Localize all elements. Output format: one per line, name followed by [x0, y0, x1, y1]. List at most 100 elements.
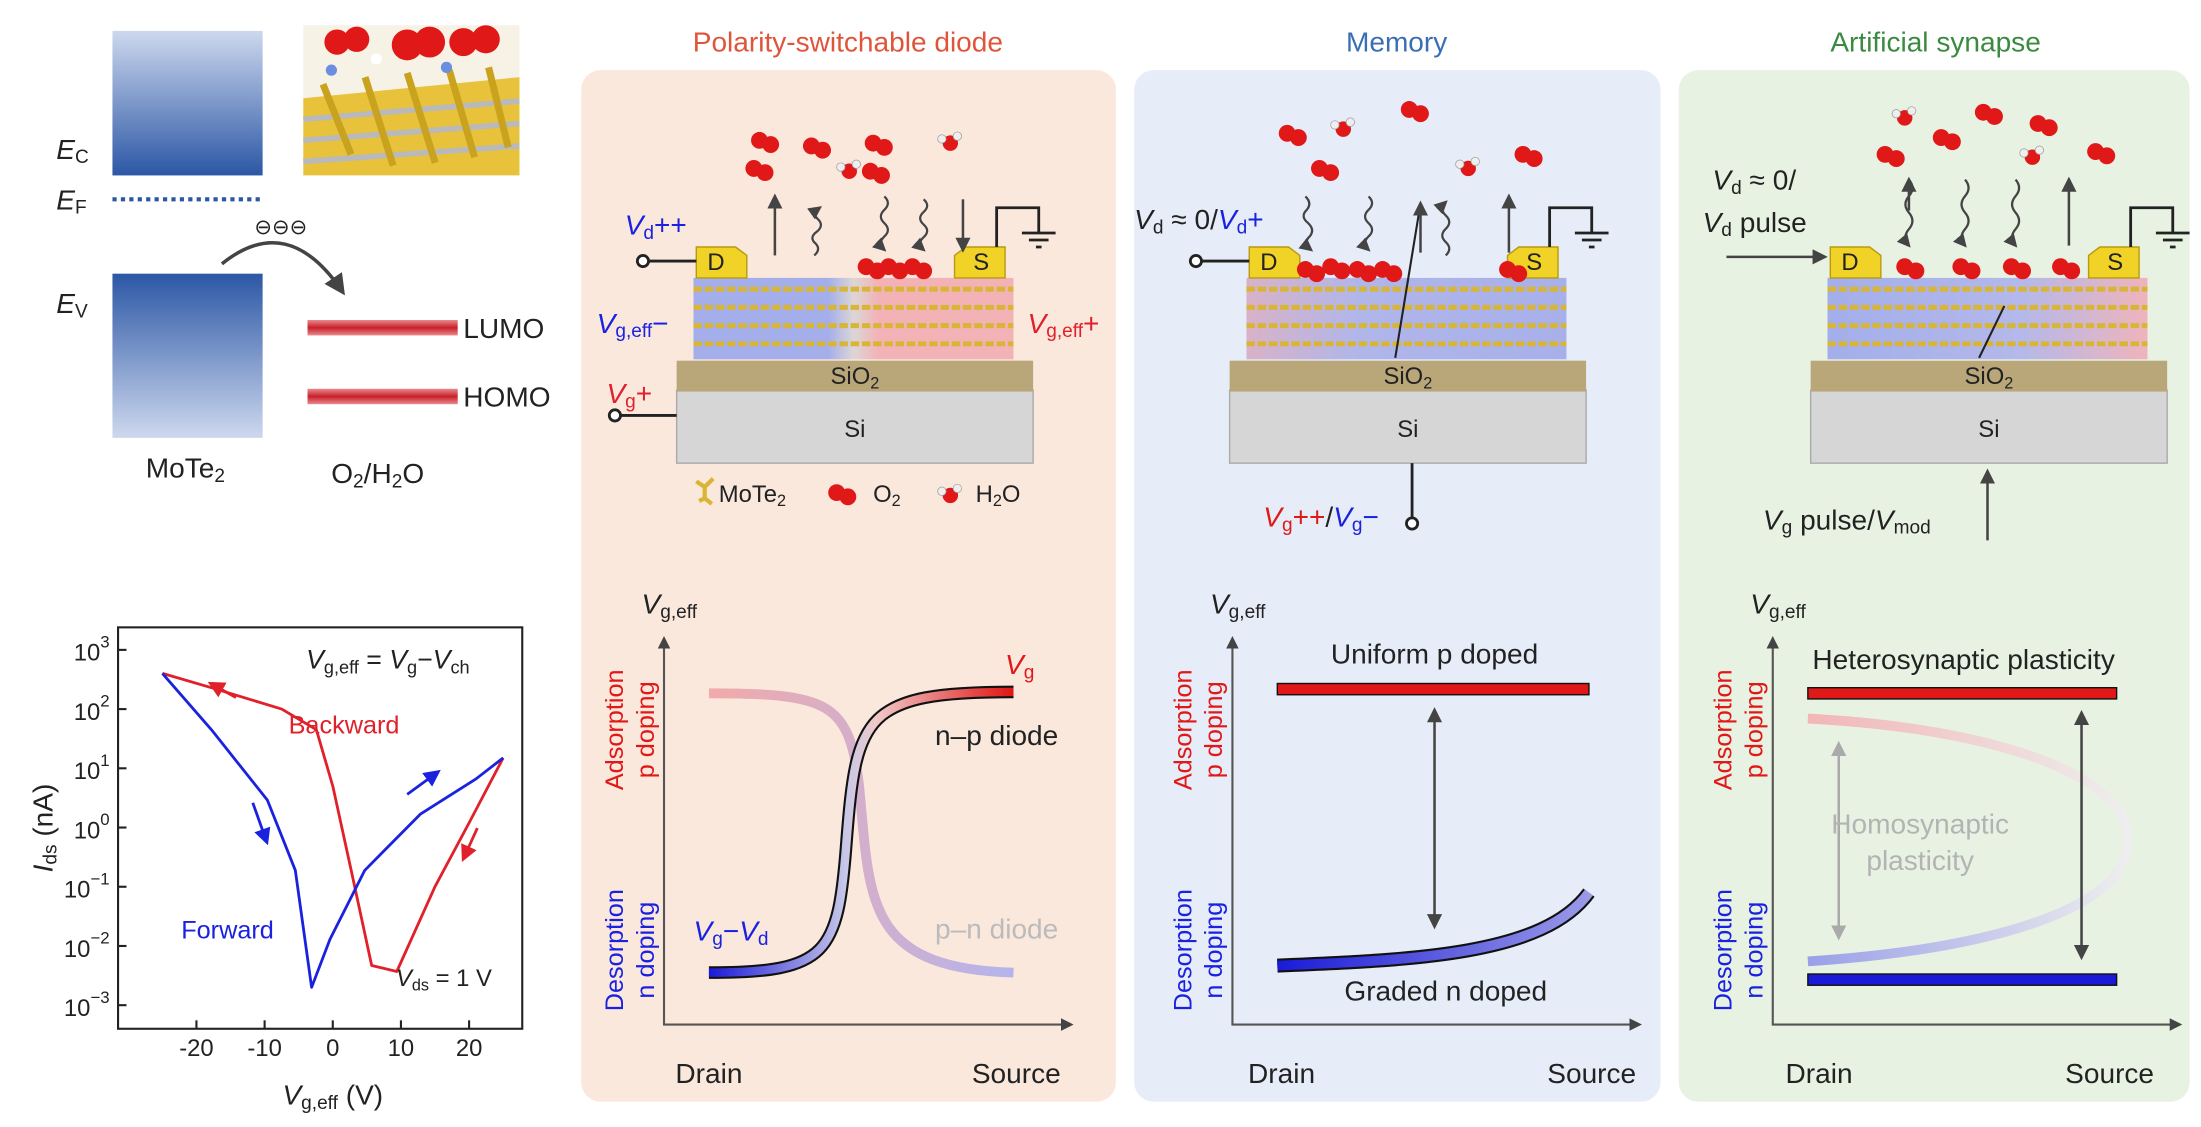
transfer-arrow	[220, 241, 345, 296]
vd-label-part: V	[1703, 206, 1724, 237]
curve-label: p–n diode	[935, 914, 1058, 945]
source-contact-label: S	[1526, 249, 1542, 276]
drain-contact	[695, 246, 748, 279]
equation-part: −	[417, 645, 433, 675]
h2o-molecule	[836, 162, 846, 172]
h2o-molecule	[937, 486, 947, 496]
curve-label-part: −	[723, 915, 739, 946]
vg-label: Vg pulse/Vmod	[1763, 504, 1931, 538]
wavy-arrow	[1356, 195, 1374, 252]
equation-part: g	[407, 658, 417, 678]
equation-part: V	[433, 645, 453, 675]
y-axis-label-part: I	[27, 864, 58, 872]
wavy-arrow	[911, 198, 929, 252]
legend-h2o-part: 2	[993, 492, 1002, 510]
vg-label-part: ++	[1293, 501, 1326, 532]
vd-label-part: d	[1721, 220, 1732, 241]
source-label: Source	[972, 1058, 1061, 1089]
x-axis-label-part: (V)	[338, 1079, 383, 1110]
o2-molecule	[873, 167, 890, 184]
legend-o2-part: O	[873, 481, 892, 508]
equation-part: ch	[450, 658, 469, 678]
adsorption-label: p doping	[632, 681, 660, 778]
y-tick-label: 101	[74, 750, 110, 784]
o2-molecule	[1943, 133, 1961, 151]
o2-molecule	[756, 164, 774, 182]
y-tick-label: 103	[74, 632, 110, 666]
equation-part: =	[359, 645, 389, 675]
vd-label: Vd ≈ 0/Vd+	[1134, 203, 1263, 237]
y-axis-label: Ids (nA)	[27, 784, 61, 873]
o2h2o-label-part: /H	[364, 457, 392, 488]
uniform-bar	[1276, 682, 1590, 696]
vg-label-part: pulse/	[1792, 504, 1875, 535]
source-contact	[2087, 246, 2140, 279]
graph-axes	[657, 636, 1074, 1031]
vd-label-part: pulse	[1732, 206, 1807, 237]
graph-axes	[1766, 636, 2183, 1031]
vd-label: Vd++	[625, 209, 687, 243]
ec-label-part: C	[75, 147, 89, 168]
ec-label: EC	[56, 133, 89, 167]
vg-label: Vg++/Vg−	[1263, 501, 1379, 535]
o2-molecule	[1986, 108, 2003, 125]
sio2-label-part: SiO	[1965, 363, 2005, 390]
desorption-label: Desorption	[601, 889, 629, 1011]
doping-boundary	[1394, 203, 1422, 359]
valence-band	[112, 273, 263, 438]
o2-molecule	[762, 136, 780, 153]
vgeff-plus-label-part: V	[1028, 307, 1049, 338]
y-tick-exponent: 1	[100, 750, 109, 769]
vg-label-part: g	[1782, 517, 1793, 538]
si-label: Si	[844, 416, 865, 443]
vgeff-plus-label-part: +	[1083, 307, 1099, 338]
vg-label-part: V	[1263, 501, 1284, 532]
mote2-label-part: 2	[214, 465, 225, 486]
ground-wire	[995, 206, 1056, 249]
pn-curve	[708, 688, 1014, 978]
sio2-label-part: SiO	[830, 363, 870, 390]
vd-label-part: V	[1218, 203, 1239, 234]
vd-label-part: d	[1153, 217, 1164, 238]
si-label: Si	[1978, 416, 1999, 443]
y-axis-label-part: (nA)	[27, 784, 58, 845]
o2-molecule	[1308, 265, 1326, 283]
mote2-label: MoTe2	[146, 452, 225, 486]
vgeff-minus-label-part: −	[652, 307, 668, 338]
ec-label-part: E	[56, 133, 75, 164]
mote2-label-part: MoTe	[146, 452, 215, 483]
vd-label-part: ++	[654, 209, 687, 240]
x-tick-label: 20	[456, 1035, 483, 1062]
o2h2o-label-part: O	[331, 457, 353, 488]
sio2-layer	[676, 360, 1034, 392]
si-label: Si	[1397, 416, 1418, 443]
ef-label: EF	[56, 184, 86, 218]
sio2-label: SiO2	[1383, 363, 1432, 393]
np-curve	[708, 687, 1014, 977]
ef-label-part: E	[56, 184, 75, 215]
desorption-label: n doping	[632, 902, 660, 999]
y-tick-label: 102	[74, 691, 110, 725]
drain-label: Drain	[1248, 1058, 1315, 1089]
h2o-molecule	[952, 131, 962, 141]
x-tick-label: -10	[247, 1035, 281, 1062]
y-tick-exponent: 0	[100, 810, 109, 829]
graph-y-label-part: V	[642, 588, 663, 619]
vd-label-part: V	[1712, 164, 1733, 195]
o2-molecule	[1510, 265, 1528, 283]
y-tick-base: 10	[74, 817, 101, 844]
equation-part: V	[389, 645, 409, 675]
x-tick-label: 0	[326, 1035, 339, 1062]
o2-molecule	[1322, 164, 1340, 182]
x-tick-label: -20	[179, 1035, 213, 1062]
source-label: Source	[2065, 1058, 2154, 1089]
hetero-label: Heterosynaptic plasticity	[1812, 644, 2114, 675]
vd-label-part: +	[1247, 203, 1263, 234]
y-axis-label-part: ds	[40, 844, 61, 864]
hetero-bar-bottom	[1807, 973, 2118, 986]
desorption-label: Desorption	[1710, 889, 1738, 1011]
panel-title: Artificial synapse	[1830, 27, 2040, 58]
h2o-molecule	[1907, 106, 1917, 116]
adsorption-label: Adsorption	[1169, 669, 1197, 790]
